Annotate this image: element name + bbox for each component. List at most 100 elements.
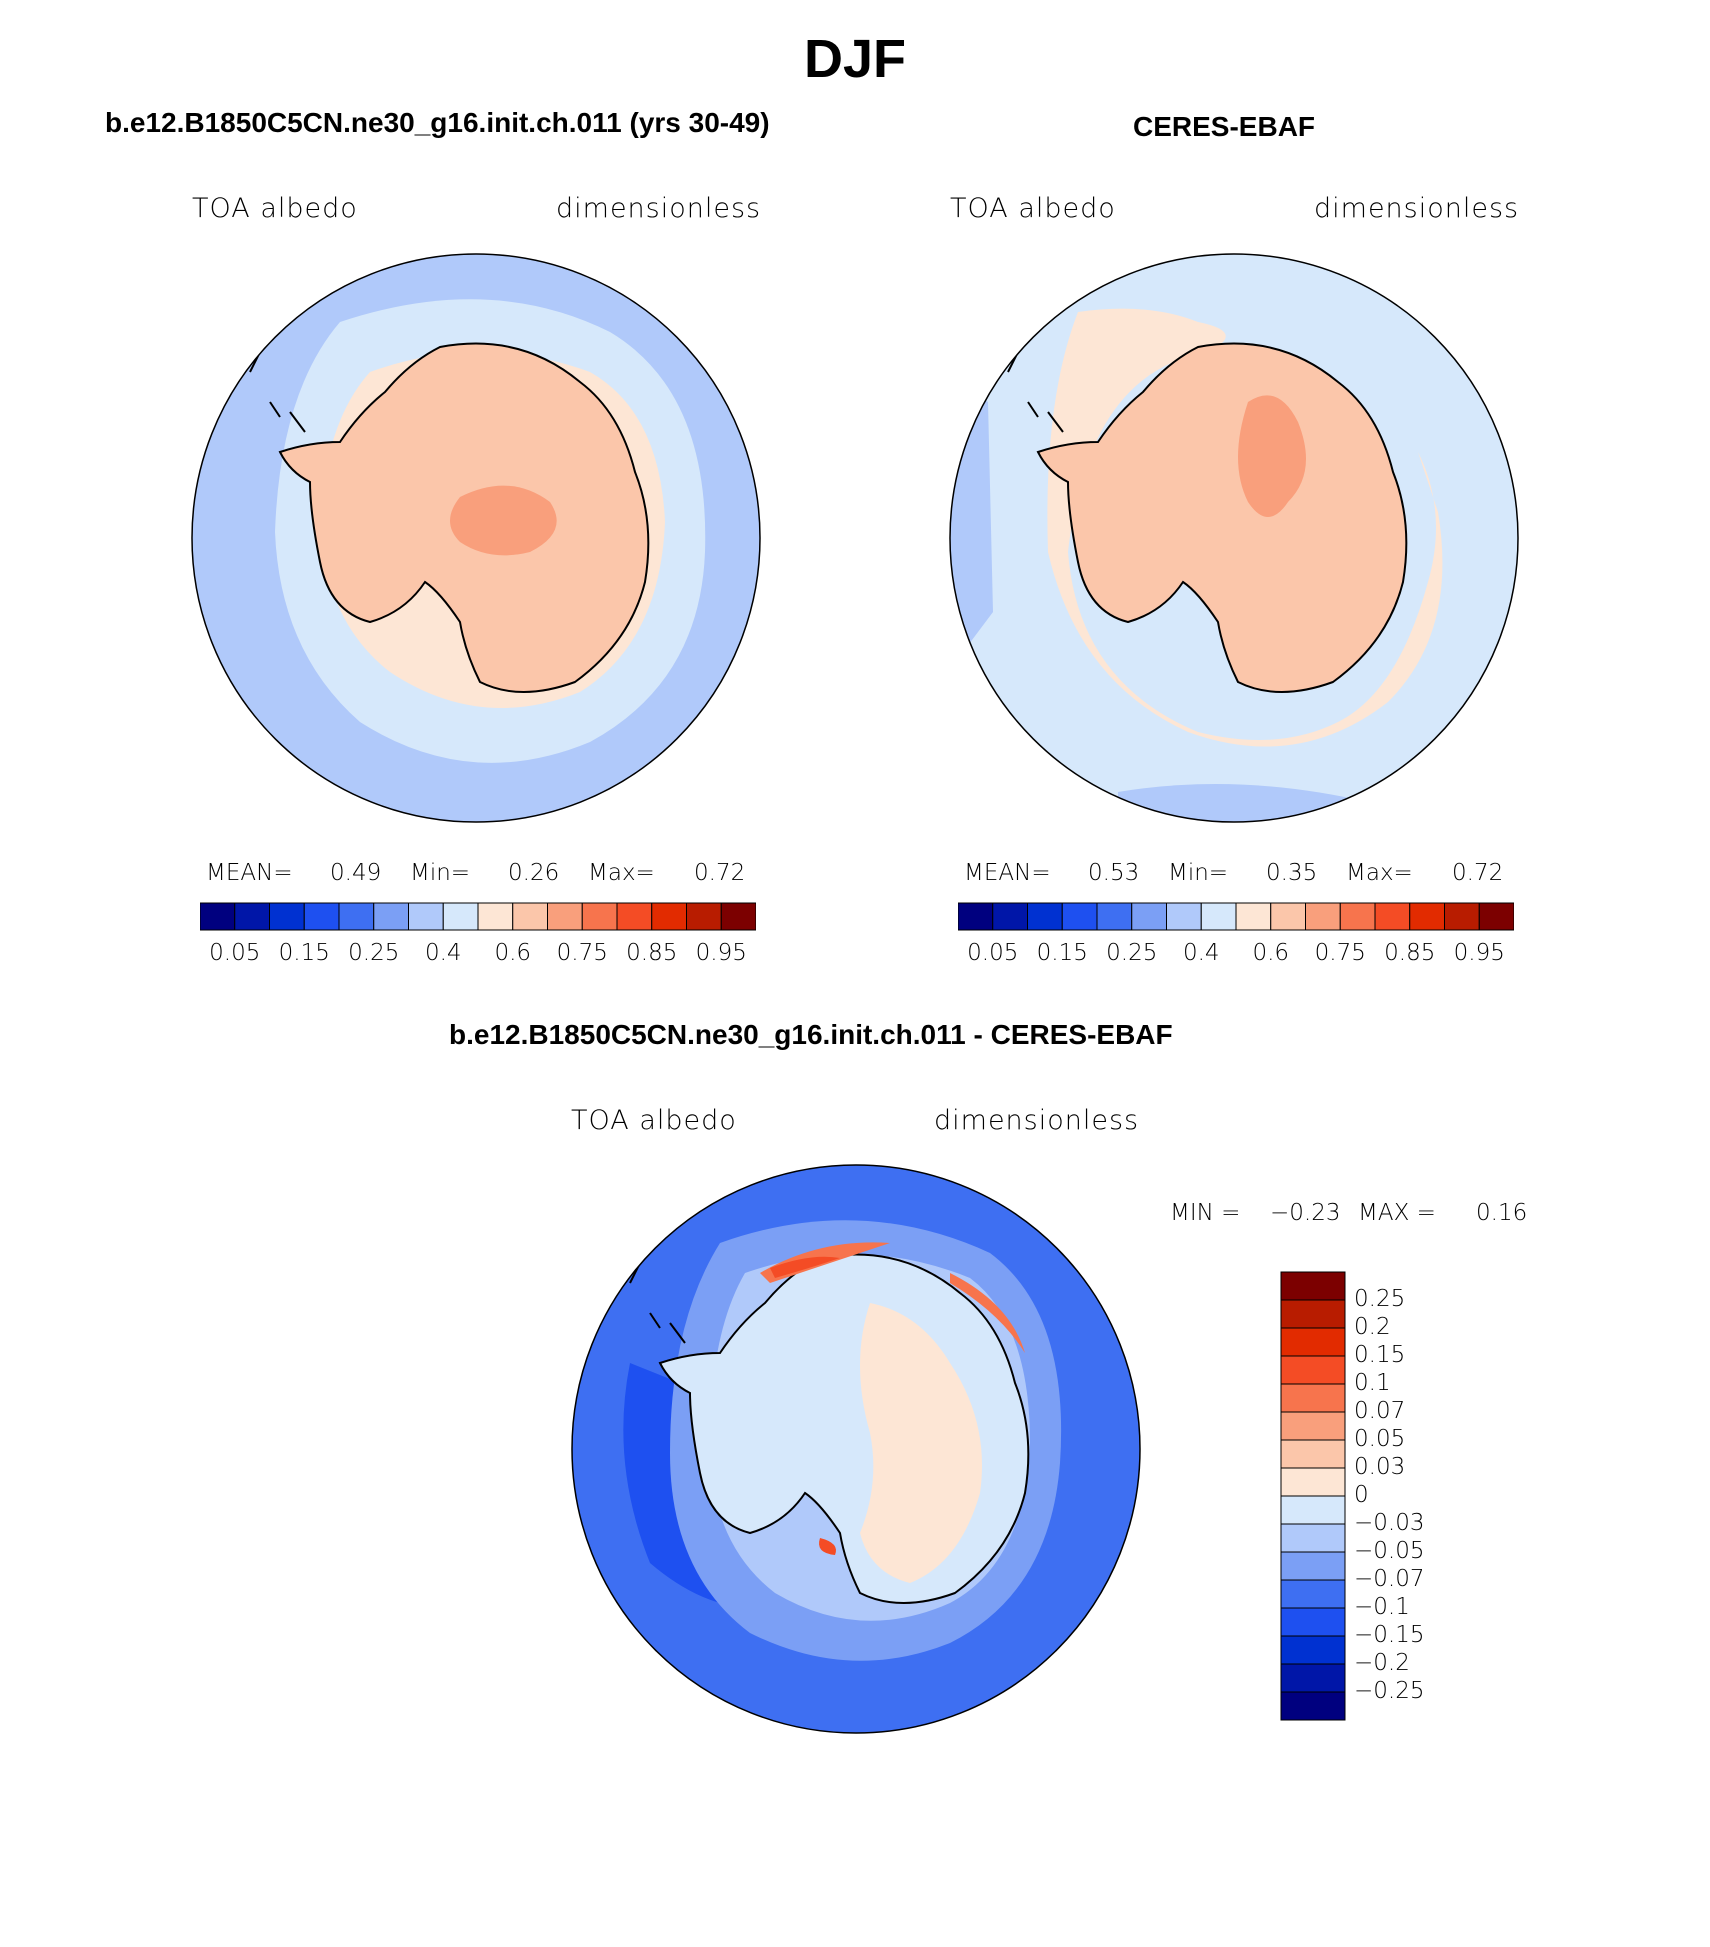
max-label-model: Max= xyxy=(588,860,655,886)
min-value-model: 0.26 xyxy=(508,860,560,886)
max-value-obs: 0.72 xyxy=(1452,860,1504,886)
colorbar-tick-label: 0.05 xyxy=(209,940,261,966)
colorbar-tick-label: 0 xyxy=(1354,1482,1369,1508)
panel-title-obs: CERES-EBAF xyxy=(1133,111,1316,142)
colorbar-swatch xyxy=(477,902,514,931)
panel-title-difference: b.e12.B1850C5CN.ne30_g16.init.ch.011 - C… xyxy=(449,1019,1173,1050)
colorbar-swatch xyxy=(234,902,270,931)
map-boundary xyxy=(571,1164,1141,1734)
colorbar-swatch xyxy=(616,902,653,931)
plateau-high-albedo xyxy=(1238,395,1306,517)
max-value-difference: 0.16 xyxy=(1476,1200,1528,1226)
variable-label-model: TOA albedo xyxy=(192,193,358,224)
colorbar-swatch xyxy=(408,902,444,931)
colorbar-swatch xyxy=(1166,902,1202,931)
min-value-obs: 0.35 xyxy=(1266,860,1318,886)
colorbar-swatch xyxy=(1444,902,1480,931)
colorbar-swatch xyxy=(720,902,756,931)
colorbar-swatch xyxy=(1280,1495,1346,1525)
colorbar-tick-label: 0.2 xyxy=(1354,1314,1391,1340)
colorbar-model xyxy=(200,902,756,931)
colorbar-swatch xyxy=(1280,1383,1346,1413)
land-positive-region xyxy=(860,1303,982,1583)
units-label-obs: dimensionless xyxy=(1314,193,1520,224)
polar-map-difference xyxy=(571,1164,1141,1734)
polar-map-model xyxy=(191,253,761,823)
colorbar-difference xyxy=(1280,1271,1346,1721)
colorbar-tick-label: 0.95 xyxy=(695,940,747,966)
plateau-high-albedo xyxy=(450,485,557,556)
colorbar-swatch xyxy=(1131,902,1167,931)
colorbar-swatch xyxy=(1061,902,1098,931)
colorbar-swatch xyxy=(1280,1355,1346,1385)
colorbar-swatch xyxy=(269,902,305,931)
colorbar-swatch xyxy=(1280,1663,1346,1693)
colorbar-swatch xyxy=(1409,902,1445,931)
colorbar-tick-label: 0.25 xyxy=(1106,940,1158,966)
variable-label-difference: TOA albedo xyxy=(571,1105,737,1136)
colorbar-tick-label: 0.6 xyxy=(494,940,532,966)
units-label-difference: dimensionless xyxy=(934,1105,1140,1136)
colorbar-swatch xyxy=(1280,1523,1346,1553)
colorbar-swatch xyxy=(958,902,994,931)
colorbar-swatch xyxy=(651,902,687,931)
colorbar-tick-label: −0.2 xyxy=(1354,1650,1410,1676)
colorbar-tick-label: 0.05 xyxy=(967,940,1019,966)
colorbar-swatch xyxy=(1339,902,1376,931)
colorbar-swatch xyxy=(1280,1635,1346,1665)
colorbar-swatch xyxy=(200,902,236,931)
colorbar-swatch xyxy=(992,902,1028,931)
colorbar-tick-label: 0.25 xyxy=(348,940,400,966)
colorbar-tick-label: 0.07 xyxy=(1354,1398,1406,1424)
colorbar-swatch xyxy=(1235,902,1272,931)
colorbar-tick-label: 0.75 xyxy=(556,940,608,966)
colorbar-tick-label: 0.15 xyxy=(1354,1342,1406,1368)
colorbar-tick-label: 0.15 xyxy=(278,940,330,966)
colorbar-swatch xyxy=(581,902,618,931)
strong-positive-anomaly xyxy=(770,1256,840,1278)
colorbar-ticks-obs: 0.05 0.15 0.25 0.4 0.6 0.75 0.85 0.95 xyxy=(958,940,1514,970)
colorbar-tick-label: 0.4 xyxy=(1182,940,1220,966)
colorbar-tick-label: 0.1 xyxy=(1354,1370,1391,1396)
variable-label-obs: TOA albedo xyxy=(950,193,1116,224)
colorbar-swatch xyxy=(442,902,479,931)
colorbar-swatch xyxy=(373,902,409,931)
min-label-difference: MIN = xyxy=(1170,1200,1241,1226)
colorbar-swatch xyxy=(1200,902,1237,931)
colorbar-swatch xyxy=(1280,1299,1346,1329)
colorbar-swatch xyxy=(1478,902,1514,931)
colorbar-swatch xyxy=(1096,902,1133,931)
map-boundary xyxy=(191,253,761,823)
mean-label-model: MEAN= xyxy=(206,860,293,886)
colorbar-tick-label: −0.1 xyxy=(1354,1594,1410,1620)
antarctica-ice-sheet xyxy=(1036,342,1408,693)
colorbar-tick-label: −0.07 xyxy=(1354,1566,1425,1592)
mean-label-obs: MEAN= xyxy=(964,860,1051,886)
min-value-difference: −0.23 xyxy=(1270,1200,1341,1226)
mean-value-obs: 0.53 xyxy=(1088,860,1140,886)
max-label-difference: MAX = xyxy=(1358,1200,1436,1226)
colorbar-swatch xyxy=(1280,1579,1346,1609)
panel-title-model: b.e12.B1850C5CN.ne30_g16.init.ch.011 (yr… xyxy=(105,107,770,138)
colorbar-tick-label: −0.15 xyxy=(1354,1622,1425,1648)
polar-map-obs xyxy=(949,253,1519,823)
colorbar-swatch xyxy=(1280,1271,1346,1301)
colorbar-tick-label: 0.15 xyxy=(1036,940,1088,966)
colorbar-swatch xyxy=(1280,1691,1346,1721)
colorbar-swatch xyxy=(1280,1411,1346,1441)
positive-anomaly-east-coast xyxy=(950,1273,1025,1353)
map-boundary xyxy=(949,253,1519,823)
colorbar-swatch xyxy=(686,902,722,931)
mean-value-model: 0.49 xyxy=(330,860,382,886)
figure-title: DJF xyxy=(803,29,906,89)
colorbar-swatch xyxy=(1280,1327,1346,1357)
units-label-model: dimensionless xyxy=(556,193,762,224)
min-label-model: Min= xyxy=(410,860,471,886)
colorbar-tick-label: 0.03 xyxy=(1354,1454,1406,1480)
colorbar-swatch xyxy=(547,902,583,931)
min-label-obs: Min= xyxy=(1168,860,1229,886)
colorbar-tick-label: 0.95 xyxy=(1453,940,1505,966)
positive-anomaly-ross-sea xyxy=(819,1538,836,1555)
colorbar-swatch xyxy=(303,902,340,931)
colorbar-tick-label: 0.6 xyxy=(1252,940,1290,966)
